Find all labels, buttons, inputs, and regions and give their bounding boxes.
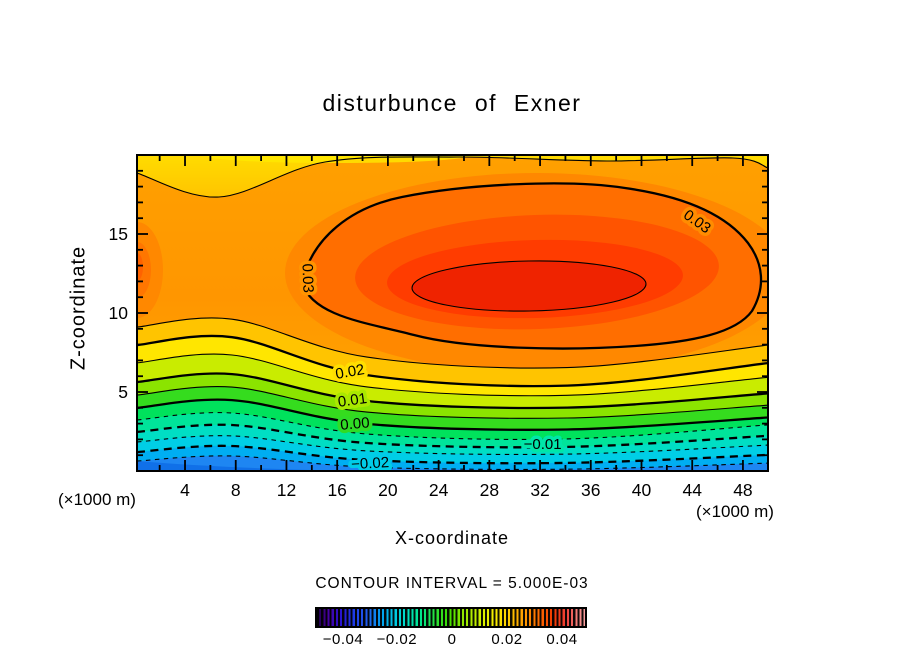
x-tick-label: 28 [480,480,499,500]
contour-line-0.015 [137,353,768,397]
contour-line-0.005 [137,386,768,419]
colorbar [315,607,587,628]
contour-label: −0.01 [524,436,562,453]
x-tick-label: 36 [581,480,600,500]
contour-line--0.005 [137,412,768,440]
x-tick-label: 24 [429,480,449,500]
contour-interval-note: CONTOUR INTERVAL = 5.000E-03 [315,575,589,592]
contour-field: 0.030.030.020.010.00−0.01−0.02 [137,155,768,473]
contour-lines [137,317,768,470]
colorbar-tick-label: 0.02 [491,631,523,648]
colorbar-tick-label: 0.04 [546,631,578,648]
x-tick-label: 44 [682,480,702,500]
x-tick-label: 12 [277,480,296,500]
y-axis-unit: (×1000 m) [58,490,136,509]
x-tick-label: 20 [378,480,398,500]
contour-line--0.015 [137,435,768,456]
x-tick-label: 48 [733,480,752,500]
contour-line-0 [137,398,768,431]
contour-line-0.025 [137,317,768,369]
x-tick-label: 32 [530,480,549,500]
contour-line--0.01 [137,423,768,449]
contour-label: 0.00 [340,414,371,433]
contour-line--0.02 [137,444,768,465]
plot-title: disturbunce of Exner [322,90,582,116]
contour-line-003 [300,182,763,350]
plot-frame [136,154,769,472]
x-tick-label: 40 [632,480,652,500]
contour-line-0.01 [137,372,768,410]
y-axis-label: Z-coordinate [67,245,90,371]
x-axis-unit: (×1000 m) [696,502,774,521]
contour-line--0.025 [137,455,768,470]
contour-label: 0.03 [298,263,316,293]
x-axis-label: X-coordinate [394,528,510,548]
x-tick-label: 4 [180,480,190,500]
y-tick-label: 5 [118,382,128,402]
contour-line-0.02 [137,334,768,388]
colorbar-tick-label: −0.04 [322,631,364,648]
x-tick-label: 8 [231,480,241,500]
colorbar-tick-label: −0.02 [376,631,418,648]
contour-line-0035 [411,260,647,312]
colorbar-labels: −0.04 −0.02 0 0.02 0.04 [315,631,587,651]
y-tick-label: 10 [109,303,129,323]
y-tick-label: 15 [109,224,128,244]
colorbar-tick-label: 0 [447,631,457,648]
contour-label: −0.02 [351,454,390,473]
x-tick-label: 16 [327,480,346,500]
